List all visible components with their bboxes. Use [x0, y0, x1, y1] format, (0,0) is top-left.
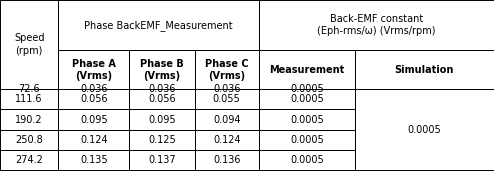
Bar: [355, 50, 494, 89]
Bar: [58, 109, 129, 130]
Text: 0.125: 0.125: [148, 135, 176, 145]
Bar: [58, 130, 129, 150]
Bar: [58, 150, 129, 170]
Bar: [129, 50, 195, 89]
Bar: [195, 50, 259, 89]
Text: 0.0005: 0.0005: [290, 84, 324, 94]
Text: Phase BackEMF_Measurement: Phase BackEMF_Measurement: [84, 20, 233, 31]
Text: 0.055: 0.055: [213, 94, 241, 104]
Text: 0.036: 0.036: [213, 84, 241, 94]
Text: 0.036: 0.036: [148, 84, 176, 94]
Text: 0.135: 0.135: [80, 155, 108, 165]
Text: Phase A
(Vrms): Phase A (Vrms): [72, 59, 116, 81]
Text: 0.0005: 0.0005: [290, 115, 324, 124]
Text: Back-EMF constant
(Eph-rms/ω) (Vrms/rpm): Back-EMF constant (Eph-rms/ω) (Vrms/rpm): [317, 14, 436, 36]
Bar: [0, 109, 58, 130]
Bar: [259, 0, 494, 50]
Bar: [58, 0, 259, 50]
Bar: [355, 89, 494, 170]
Text: 0.0005: 0.0005: [290, 94, 324, 104]
Bar: [58, 50, 129, 89]
Text: 0.136: 0.136: [213, 155, 241, 165]
Text: 0.036: 0.036: [80, 84, 108, 94]
Text: 0.095: 0.095: [80, 115, 108, 124]
Text: Measurement: Measurement: [269, 65, 344, 75]
Bar: [259, 89, 355, 109]
Text: Speed
(rpm): Speed (rpm): [14, 33, 44, 56]
Bar: [195, 109, 259, 130]
Text: Phase C
(Vrms): Phase C (Vrms): [205, 59, 248, 81]
Bar: [195, 150, 259, 170]
Bar: [0, 0, 58, 89]
Text: 190.2: 190.2: [15, 115, 43, 124]
Text: 0.0005: 0.0005: [290, 155, 324, 165]
Bar: [129, 89, 195, 109]
Bar: [259, 109, 355, 130]
Text: 0.124: 0.124: [80, 135, 108, 145]
Text: 0.056: 0.056: [80, 94, 108, 104]
Bar: [195, 130, 259, 150]
Bar: [0, 89, 58, 109]
Text: 0.0005: 0.0005: [290, 135, 324, 145]
Bar: [129, 109, 195, 130]
Bar: [58, 89, 129, 109]
Bar: [0, 150, 58, 170]
Bar: [129, 150, 195, 170]
Text: 111.6: 111.6: [15, 94, 43, 104]
Bar: [0, 130, 58, 150]
Bar: [129, 130, 195, 150]
Text: 0.094: 0.094: [213, 115, 241, 124]
Text: 274.2: 274.2: [15, 155, 43, 165]
Bar: [195, 89, 259, 109]
Text: 250.8: 250.8: [15, 135, 43, 145]
Text: 72.6: 72.6: [18, 84, 40, 94]
Bar: [259, 130, 355, 150]
Text: Phase B
(Vrms): Phase B (Vrms): [140, 59, 184, 81]
Text: Simulation: Simulation: [395, 65, 454, 75]
Text: 0.124: 0.124: [213, 135, 241, 145]
Bar: [259, 50, 355, 89]
Bar: [259, 150, 355, 170]
Text: 0.056: 0.056: [148, 94, 176, 104]
Text: 0.0005: 0.0005: [408, 125, 441, 135]
Text: 0.095: 0.095: [148, 115, 176, 124]
Text: 0.137: 0.137: [148, 155, 176, 165]
